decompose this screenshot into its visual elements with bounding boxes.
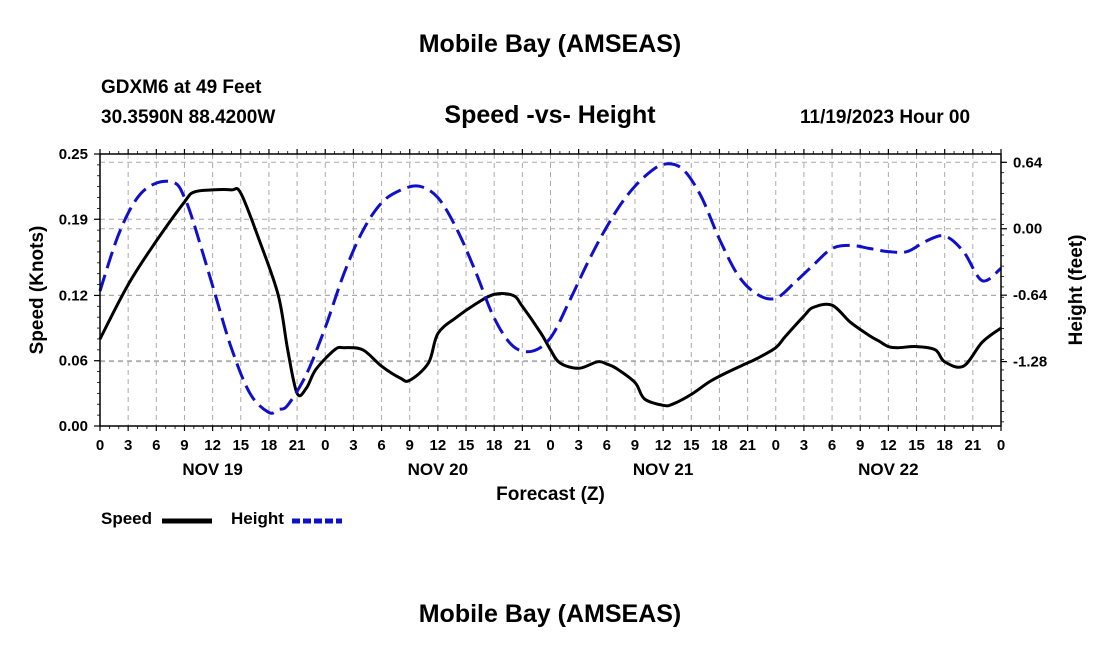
y2-tick-label: 0.00 <box>1013 221 1042 238</box>
x-tick-label: 0 <box>321 437 329 454</box>
x-tick-label: 18 <box>711 437 728 454</box>
legend-speed-label: Speed <box>101 509 153 528</box>
x-tick-label: 12 <box>204 437 221 454</box>
x-tick-label: 6 <box>603 437 611 454</box>
x-tick-label: 6 <box>828 437 836 454</box>
x-tick-label: 21 <box>739 437 756 454</box>
x-tick-label: 9 <box>856 437 864 454</box>
day-label: NOV 21 <box>633 460 693 479</box>
x-tick-label: 3 <box>124 437 132 454</box>
x-tick-label: 6 <box>152 437 160 454</box>
grid-layer <box>100 154 1001 426</box>
chart-subtitle: Speed -vs- Height <box>444 101 656 129</box>
x-tick-label: 18 <box>261 437 278 454</box>
page-title-bottom: Mobile Bay (AMSEAS) <box>418 600 682 628</box>
x-tick-label: 15 <box>683 437 700 454</box>
x-tick-label: 0 <box>96 437 104 454</box>
y-tick-label: 0.12 <box>59 287 88 304</box>
x-tick-label: 21 <box>965 437 982 454</box>
x-tick-label: 0 <box>772 437 780 454</box>
series-layer <box>98 162 1002 415</box>
day-label: NOV 22 <box>858 460 918 479</box>
x-tick-label: 0 <box>546 437 554 454</box>
x-tick-label: 0 <box>997 437 1005 454</box>
x-tick-label: 6 <box>377 437 385 454</box>
series-line-height <box>98 162 1002 415</box>
x-tick-label: 3 <box>800 437 808 454</box>
x-tick-label: 15 <box>232 437 249 454</box>
y2-tick-label: -0.64 <box>1013 287 1048 304</box>
x-tick-label: 9 <box>631 437 639 454</box>
x-tick-label: 9 <box>406 437 414 454</box>
axis-layer <box>94 149 1007 431</box>
y2-tick-label: 0.64 <box>1013 154 1043 171</box>
x-tick-label: 18 <box>936 437 953 454</box>
x-tick-label: 15 <box>908 437 925 454</box>
y-tick-label: 0.00 <box>59 418 88 435</box>
legend-height-label: Height <box>231 509 284 528</box>
x-tick-label: 21 <box>289 437 306 454</box>
day-label: NOV 20 <box>408 460 468 479</box>
x-tick-label: 18 <box>486 437 503 454</box>
x-tick-label: 21 <box>514 437 531 454</box>
day-label: NOV 19 <box>182 460 242 479</box>
y2-axis-title: Height (feet) <box>1066 235 1087 346</box>
y2-tick-label: -1.28 <box>1013 354 1047 371</box>
y-tick-label: 0.19 <box>59 211 88 228</box>
x-tick-label: 12 <box>655 437 672 454</box>
x-tick-label: 3 <box>574 437 582 454</box>
label-layer: 0 3 6 9 12 15 18 21 0 3 6 9 12 15 18 21 0 3 6 9 12 15 18 21 0 3 6 9… <box>27 146 1087 505</box>
x-tick-label: 9 <box>180 437 188 454</box>
page-title: Mobile Bay (AMSEAS) <box>418 30 682 58</box>
legend-height-swatch <box>292 518 342 524</box>
y-tick-label: 0.06 <box>59 353 88 370</box>
x-tick-label: 12 <box>430 437 447 454</box>
x-axis-title: Forecast (Z) <box>496 484 605 505</box>
x-tick-label: 3 <box>349 437 357 454</box>
coordinates-label: 30.3590N 88.4200W <box>101 107 276 128</box>
x-tick-label: 15 <box>458 437 475 454</box>
legend-speed-swatch <box>162 518 212 524</box>
y-tick-label: 0.25 <box>59 146 88 163</box>
datetime-label: 11/19/2023 Hour 00 <box>800 107 971 128</box>
y-axis-title: Speed (Knots) <box>27 226 48 355</box>
series-line-speed <box>98 187 1002 408</box>
x-tick-label: 12 <box>880 437 897 454</box>
station-label: GDXM6 at 49 Feet <box>101 77 262 98</box>
